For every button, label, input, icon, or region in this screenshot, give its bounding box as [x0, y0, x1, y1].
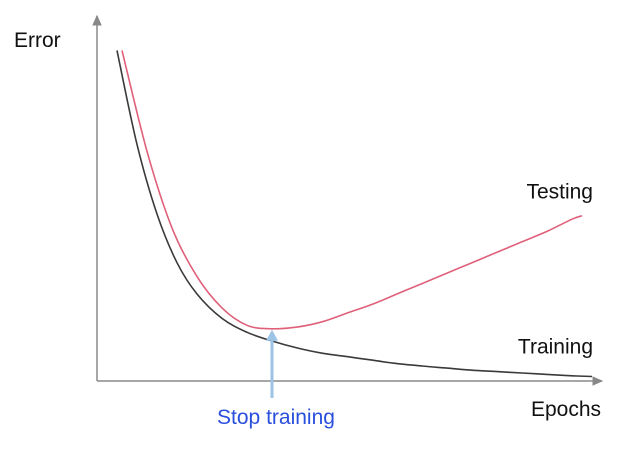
training-series-label: Training	[518, 336, 593, 359]
series-layer: Testing Training	[116, 50, 593, 378]
stop-training-label: Stop training	[217, 406, 335, 429]
y-axis-label: Error	[14, 29, 61, 52]
stop-training-arrow-head	[266, 329, 278, 341]
x-axis-label: Epochs	[531, 398, 601, 421]
testing-series-label: Testing	[526, 181, 593, 204]
training-series-line	[116, 50, 593, 378]
annotation-layer: Stop training	[217, 329, 335, 429]
testing-series-line	[121, 50, 583, 330]
